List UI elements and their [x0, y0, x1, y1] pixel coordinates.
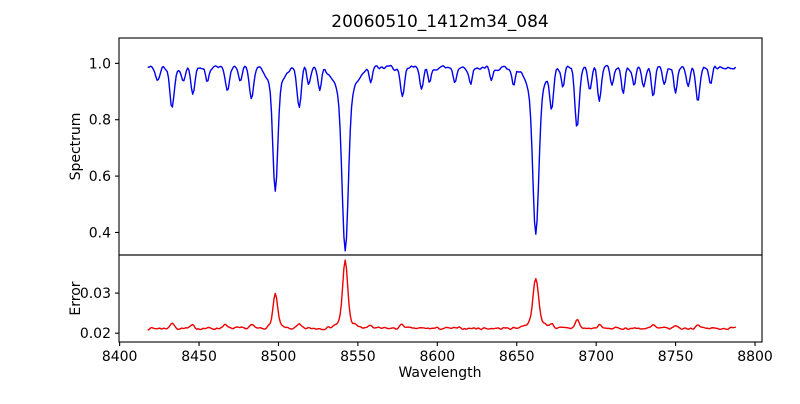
figure-title: 20060510_1412m34_084	[331, 12, 548, 32]
x-tick-label: 8450	[181, 349, 217, 365]
x-tick-label: 8800	[737, 349, 773, 365]
x-axis-label: Wavelength	[398, 365, 481, 381]
y-tick-label: 0.8	[89, 113, 111, 129]
y-tick-label: 1.0	[89, 56, 111, 72]
x-tick-label: 8550	[340, 349, 376, 365]
spectrum-y-axis-label: Spectrum	[68, 113, 84, 181]
y-tick-label: 0.03	[80, 286, 111, 302]
error-panel-frame	[118, 254, 763, 343]
x-tick-label: 8750	[658, 349, 694, 365]
y-tick-label: 0.6	[89, 169, 111, 185]
x-tick-label: 8500	[261, 349, 297, 365]
y-tick-label: 0.02	[80, 326, 111, 342]
spectrum-panel-frame	[118, 37, 763, 256]
data-lines	[147, 64, 737, 331]
x-tick-label: 8400	[102, 349, 138, 365]
error-flux-line	[147, 259, 737, 331]
axis-ticks: 8400 8450 8500 8550 8600 8650 8700 8750 8800 0.4 0…	[80, 56, 773, 365]
y-tick-label: 0.4	[89, 225, 111, 241]
x-tick-label: 8600	[420, 349, 456, 365]
x-tick-label: 8700	[578, 349, 614, 365]
x-tick-label: 8650	[499, 349, 535, 365]
error-y-axis-label: Error	[68, 281, 84, 315]
spectrum-flux-line	[147, 64, 737, 252]
